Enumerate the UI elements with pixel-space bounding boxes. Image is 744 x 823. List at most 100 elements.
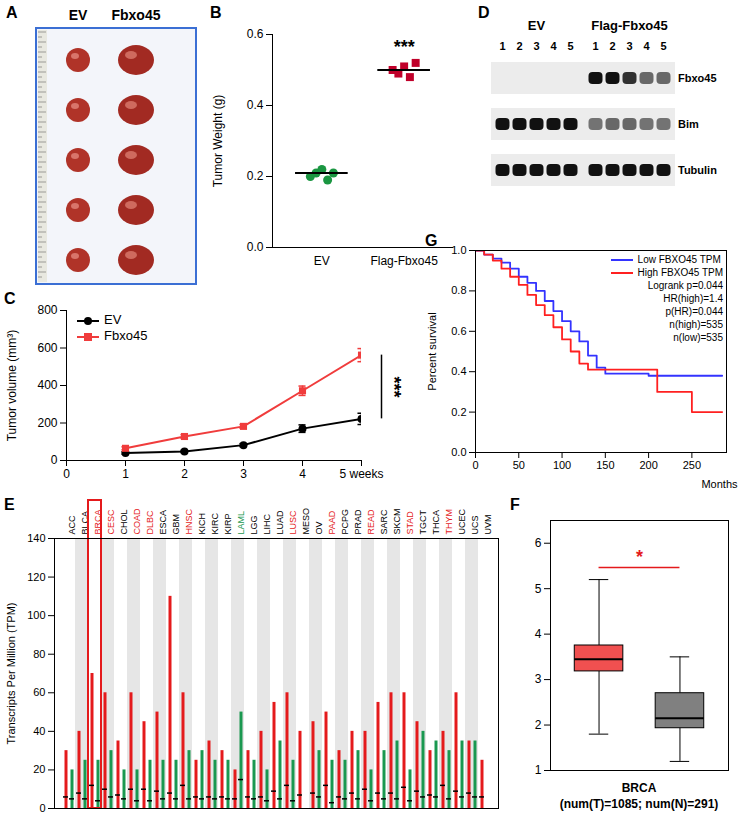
svg-text:2: 2: [516, 40, 522, 52]
svg-text:100: 100: [27, 609, 45, 621]
svg-text:STAD: STAD: [405, 511, 415, 535]
svg-text:KIRP: KIRP: [223, 513, 233, 534]
svg-text:GBM: GBM: [171, 514, 181, 535]
svg-text:UCEC: UCEC: [457, 508, 467, 534]
svg-text:100: 100: [553, 459, 571, 471]
svg-text:SARC: SARC: [379, 509, 389, 535]
svg-text:0.6: 0.6: [247, 27, 264, 41]
svg-text:150: 150: [596, 459, 614, 471]
svg-text:UCS: UCS: [470, 515, 480, 534]
svg-text:0.0: 0.0: [451, 446, 466, 458]
svg-text:4: 4: [550, 40, 557, 52]
svg-text:***: ***: [384, 376, 404, 397]
svg-text:6: 6: [535, 536, 542, 550]
svg-text:4: 4: [535, 627, 542, 641]
svg-text:3: 3: [535, 672, 542, 686]
svg-text:Months: Months: [701, 478, 738, 490]
svg-text:4: 4: [299, 467, 306, 481]
svg-text:0.2: 0.2: [247, 169, 264, 183]
svg-text:Fbxo45: Fbxo45: [111, 7, 160, 23]
svg-text:0.4: 0.4: [247, 98, 264, 112]
svg-text:4: 4: [643, 40, 650, 52]
svg-text:1: 1: [592, 40, 598, 52]
svg-text:UVM: UVM: [483, 515, 493, 535]
svg-text:THCA: THCA: [431, 510, 441, 535]
svg-text:0.6: 0.6: [451, 325, 466, 337]
svg-text:0.8: 0.8: [451, 284, 466, 296]
svg-text:2: 2: [181, 467, 188, 481]
svg-text:5: 5: [660, 40, 666, 52]
svg-text:200: 200: [37, 416, 57, 430]
svg-text:40: 40: [33, 725, 45, 737]
svg-text:1.0: 1.0: [451, 244, 466, 256]
svg-text:120: 120: [27, 571, 45, 583]
svg-text:Tumor Weight (g): Tumor Weight (g): [211, 95, 225, 188]
svg-text:0: 0: [51, 453, 58, 467]
svg-text:0.4: 0.4: [451, 365, 466, 377]
svg-text:READ: READ: [366, 509, 376, 535]
svg-text:COAD: COAD: [132, 508, 142, 535]
svg-text:*: *: [636, 547, 643, 567]
svg-text:140: 140: [27, 532, 45, 544]
svg-text:KIRC: KIRC: [210, 512, 220, 534]
svg-text:TGCT: TGCT: [418, 510, 428, 535]
svg-text:KICH: KICH: [197, 513, 207, 535]
svg-text:ACC: ACC: [67, 515, 77, 535]
svg-text:1: 1: [535, 763, 542, 777]
svg-text:0.2: 0.2: [451, 406, 466, 418]
svg-text:3: 3: [626, 40, 632, 52]
svg-text:2: 2: [535, 718, 542, 732]
svg-text:CESC: CESC: [106, 509, 116, 535]
svg-text:Fbxo45: Fbxo45: [678, 72, 717, 84]
svg-text:***: ***: [394, 37, 415, 57]
svg-text:Flag-Fbxo45: Flag-Fbxo45: [370, 254, 438, 268]
svg-text:80: 80: [33, 648, 45, 660]
svg-text:PCPG: PCPG: [340, 509, 350, 535]
html-text:EV: EV: [104, 312, 122, 327]
svg-text:60: 60: [33, 686, 45, 698]
svg-text:Transcripts Per Million (TPM): Transcripts Per Million (TPM): [5, 603, 17, 745]
svg-text:5: 5: [567, 40, 573, 52]
svg-text:EV: EV: [314, 254, 330, 268]
svg-text:PRAD: PRAD: [353, 509, 363, 535]
svg-text:EV: EV: [69, 7, 88, 23]
svg-text:ESCA: ESCA: [158, 510, 168, 535]
svg-text:Percent survival: Percent survival: [426, 312, 438, 390]
svg-text:5: 5: [535, 582, 542, 596]
svg-text:MESO: MESO: [301, 508, 311, 535]
svg-text:3: 3: [533, 40, 539, 52]
svg-text:Bim: Bim: [678, 118, 699, 130]
svg-text:1: 1: [499, 40, 505, 52]
svg-text:Tumor volume (mm³): Tumor volume (mm³): [5, 330, 19, 442]
svg-text:800: 800: [37, 303, 57, 317]
svg-text:5 weeks: 5 weeks: [339, 467, 383, 481]
svg-text:0: 0: [63, 467, 70, 481]
svg-text:DLBC: DLBC: [145, 510, 155, 535]
svg-text:3: 3: [240, 467, 247, 481]
svg-text:LGG: LGG: [249, 515, 259, 534]
svg-text:0.0: 0.0: [247, 240, 264, 254]
svg-text:200: 200: [639, 459, 657, 471]
svg-text:PAAD: PAAD: [327, 510, 337, 534]
svg-text:HNSC: HNSC: [184, 508, 194, 534]
svg-text:400: 400: [37, 378, 57, 392]
svg-text:LUSC: LUSC: [288, 510, 298, 535]
svg-text:Flag-Fbxo45: Flag-Fbxo45: [591, 18, 668, 33]
svg-text:2: 2: [609, 40, 615, 52]
svg-text:20: 20: [33, 763, 45, 775]
svg-text:600: 600: [37, 341, 57, 355]
svg-text:0: 0: [472, 459, 478, 471]
svg-text:LAML: LAML: [236, 511, 246, 535]
svg-text:1: 1: [122, 467, 129, 481]
svg-text:SKCM: SKCM: [392, 508, 402, 534]
svg-text:OV: OV: [314, 521, 324, 534]
svg-text:CHOL: CHOL: [119, 509, 129, 534]
svg-text:THYM: THYM: [444, 509, 454, 535]
svg-text:LIHC: LIHC: [262, 513, 272, 534]
svg-text:LUAD: LUAD: [275, 510, 285, 535]
svg-text:0: 0: [39, 802, 45, 814]
svg-text:250: 250: [683, 459, 701, 471]
svg-text:50: 50: [513, 459, 525, 471]
svg-text:EV: EV: [528, 18, 546, 33]
svg-text:Tubulin: Tubulin: [678, 164, 717, 176]
